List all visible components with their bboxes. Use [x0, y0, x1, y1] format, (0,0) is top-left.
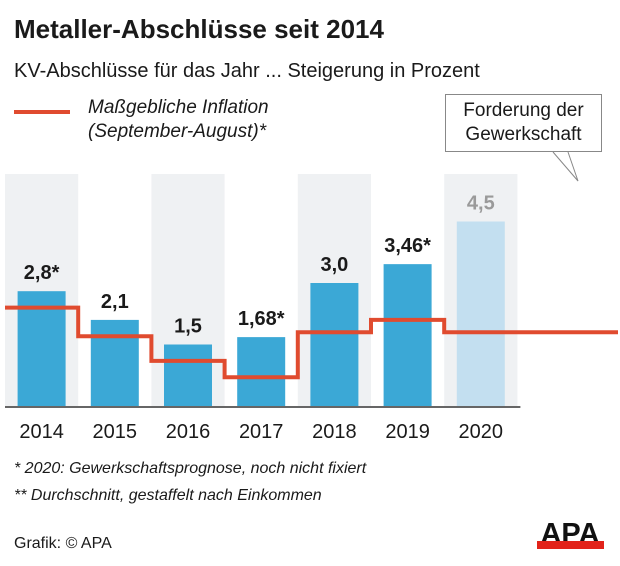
- footnote-1: * 2020: Gewerkschaftsprognose, noch nich…: [14, 460, 367, 477]
- bar-2020: [456, 221, 505, 406]
- callout-line1: Forderung der: [463, 100, 584, 121]
- legend-line2: (September-August)*: [88, 121, 267, 142]
- callout-line2: Gewerkschaft: [465, 124, 582, 145]
- data-label-2019: 3,46*: [384, 235, 431, 257]
- bar-2014: [17, 291, 66, 406]
- x-tick-2019: 2019: [385, 421, 430, 443]
- callout-box: Forderung der Gewerkschaft: [445, 94, 602, 152]
- bar-2016: [164, 344, 212, 406]
- bar-2017: [237, 337, 286, 406]
- bar-2019: [383, 264, 432, 406]
- data-label-2017: 1,68*: [238, 308, 285, 330]
- data-label-2015: 2,1: [101, 291, 129, 313]
- x-tick-2014: 2014: [19, 421, 64, 443]
- x-tick-2015: 2015: [93, 421, 138, 443]
- callout-pointer: [552, 151, 579, 182]
- chart-title: Metaller-Abschlüsse seit 2014: [14, 14, 384, 44]
- data-label-2016: 1,5: [174, 316, 202, 338]
- legend-line-swatch: [14, 110, 70, 114]
- bar-2018: [310, 283, 359, 406]
- x-tick-2018: 2018: [312, 421, 357, 443]
- chart-subtitle: KV-Abschlüsse für das Jahr ... Steigerun…: [14, 60, 480, 82]
- inflation-line: [5, 305, 618, 380]
- x-tick-2016: 2016: [166, 421, 211, 443]
- data-label-2020: 4,5: [467, 193, 495, 215]
- legend-label: Maßgebliche Inflation (September-August)…: [88, 96, 269, 144]
- x-tick-2017: 2017: [239, 421, 284, 443]
- legend-line1: Maßgebliche Inflation: [88, 97, 269, 118]
- credit: Grafik: © APA: [14, 535, 112, 552]
- footnote-2: ** Durchschnitt, gestaffelt nach Einkomm…: [14, 487, 322, 504]
- bar-2015: [90, 319, 139, 406]
- data-label-2014: 2,8*: [24, 262, 60, 284]
- x-tick-2020: 2020: [459, 421, 504, 443]
- data-label-2018: 3,0: [320, 254, 348, 276]
